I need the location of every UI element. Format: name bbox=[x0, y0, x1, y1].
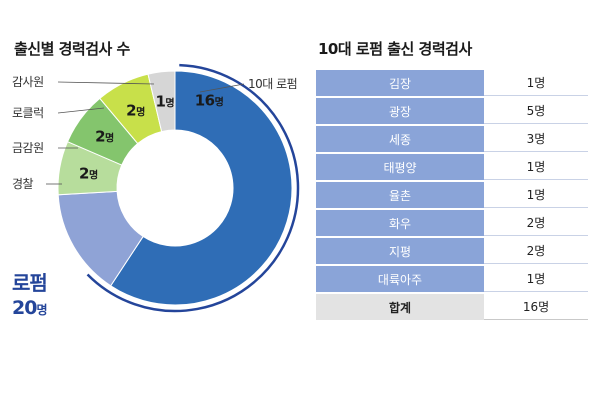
count-cell: 2명 bbox=[484, 210, 588, 236]
slice-value-label: 2명 bbox=[126, 101, 145, 119]
category-label: 로클럭 bbox=[12, 106, 44, 120]
law-firm-group-label: 로펌 bbox=[12, 271, 47, 295]
donut-chart-title: 출신별 경력검사 수 bbox=[14, 40, 130, 58]
slice-value-label: 2명 bbox=[79, 165, 98, 183]
table-row: 지평 2명 bbox=[316, 238, 588, 264]
count-cell: 3명 bbox=[484, 126, 588, 152]
highlight-arc bbox=[86, 63, 300, 313]
firm-name-cell: 합계 bbox=[316, 294, 484, 320]
leader-line bbox=[57, 81, 155, 85]
table-row: 대륙아주 1명 bbox=[316, 266, 588, 292]
firm-name-cell: 대륙아주 bbox=[316, 266, 484, 292]
count-cell: 16명 bbox=[484, 294, 588, 320]
category-label: 금감원 bbox=[12, 141, 44, 155]
count-cell: 2명 bbox=[484, 238, 588, 264]
table-row: 화우 2명 bbox=[316, 210, 588, 236]
count-cell: 5명 bbox=[484, 98, 588, 124]
donut-slice bbox=[110, 70, 293, 306]
firm-name-cell: 화우 bbox=[316, 210, 484, 236]
firm-name-cell: 태평양 bbox=[316, 154, 484, 180]
table-row: 김장 1명 bbox=[316, 70, 588, 96]
table-row: 율촌 1명 bbox=[316, 182, 588, 208]
category-label: 감사원 bbox=[12, 75, 44, 89]
firm-name-cell: 김장 bbox=[316, 70, 484, 96]
firm-name-cell: 지평 bbox=[316, 238, 484, 264]
table-total-row: 합계 16명 bbox=[316, 294, 588, 320]
career-prosecutor-table: 김장 1명 광장 5명 세종 3명 태평양 1명 율촌 1명 화우 2명 지평 2명 대륙아주 1명 합계 16명 bbox=[316, 68, 588, 322]
table-row: 태평양 1명 bbox=[316, 154, 588, 180]
slice-value-label: 16명 bbox=[195, 91, 224, 109]
firm-name-cell: 세종 bbox=[316, 126, 484, 152]
count-cell: 1명 bbox=[484, 70, 588, 96]
count-cell: 1명 bbox=[484, 182, 588, 208]
firm-name-cell: 율촌 bbox=[316, 182, 484, 208]
category-label-top-law-firms: 10대 로펌 bbox=[248, 77, 297, 91]
leader-line bbox=[57, 107, 105, 114]
count-cell: 1명 bbox=[484, 266, 588, 292]
slice-value-label: 1명 bbox=[155, 93, 174, 111]
donut-slice bbox=[147, 70, 176, 133]
table-title: 10대 로펌 출신 경력검사 bbox=[318, 40, 472, 58]
table-row: 세종 3명 bbox=[316, 126, 588, 152]
law-firm-group-value: 20명 bbox=[12, 297, 47, 319]
firm-name-cell: 광장 bbox=[316, 98, 484, 124]
table-row: 광장 5명 bbox=[316, 98, 588, 124]
leader-line bbox=[199, 83, 245, 93]
slice-value-label: 2명 bbox=[95, 127, 114, 145]
category-label: 경찰 bbox=[12, 177, 34, 191]
count-cell: 1명 bbox=[484, 154, 588, 180]
